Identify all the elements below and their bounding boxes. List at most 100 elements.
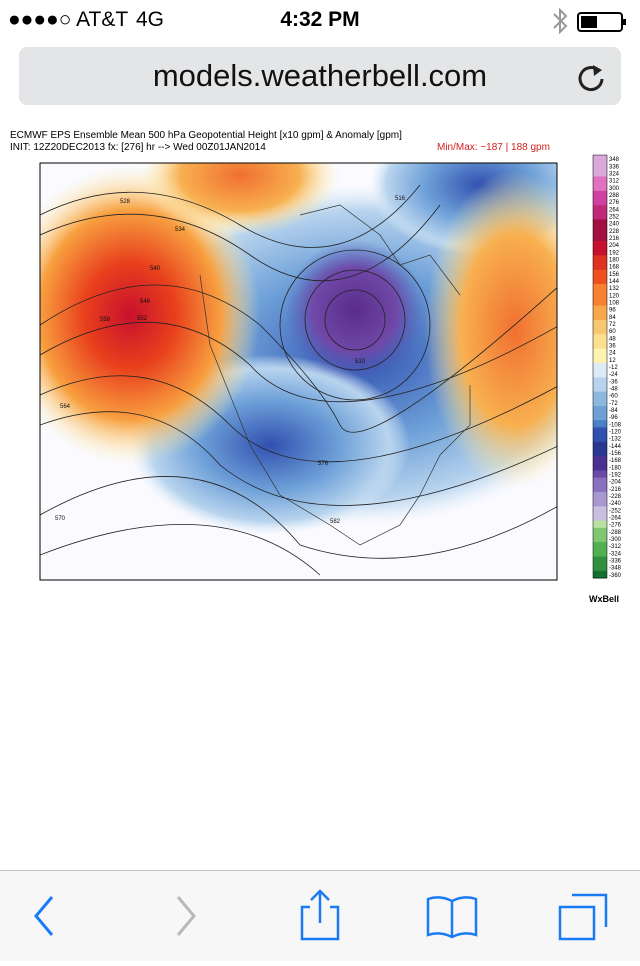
- colorbar-cell: [593, 398, 607, 407]
- colorbar-label: 72: [609, 322, 616, 328]
- colorbar-cell: [593, 441, 607, 450]
- back-button[interactable]: [34, 896, 54, 936]
- colorbar-label: 288: [609, 193, 620, 199]
- logo: WxBell: [589, 594, 619, 604]
- colorbar-label: -336: [609, 559, 622, 565]
- colorbar-label: -300: [609, 537, 622, 543]
- colorbar-cell: [593, 456, 607, 464]
- colorbar-label: 12: [609, 358, 616, 364]
- colorbar-label: -264: [609, 516, 622, 522]
- contour-label: 540: [150, 266, 161, 272]
- colorbar-cell: [593, 255, 607, 264]
- network: 4G: [136, 8, 165, 31]
- contour-label: 570: [55, 516, 66, 522]
- colorbar-label: -324: [609, 551, 622, 557]
- colorbar-cell: [593, 448, 607, 457]
- colorbar-cell: [593, 226, 607, 235]
- colorbar-label: -48: [609, 387, 618, 393]
- colorbar-cell: [593, 276, 607, 285]
- colorbar-cell: [593, 198, 607, 206]
- colorbar-label: 180: [609, 257, 620, 263]
- colorbar-cell: [593, 556, 607, 565]
- colorbar-cell: [593, 355, 607, 364]
- carrier: ●●●●○ AT&T: [8, 8, 129, 31]
- toolbar-icons: [34, 889, 608, 941]
- colorbar-label: -120: [609, 430, 622, 436]
- reload-button[interactable]: [575, 61, 607, 93]
- colorbar-cell: [593, 183, 607, 192]
- colorbar-cell: [593, 463, 607, 471]
- contour-label: 516: [395, 196, 406, 202]
- contour-label: 576: [318, 461, 329, 467]
- colorbar-label: -180: [609, 465, 622, 471]
- colorbar-label: 300: [609, 186, 620, 192]
- status-bar: ●●●●○ AT&T 4G 4:32 PM: [0, 0, 640, 40]
- colorbar-cell: [593, 269, 607, 278]
- colorbar-cell: [593, 513, 607, 522]
- map-init: INIT: 12Z20DEC2013 fx: [276] hr --> Wed …: [10, 142, 266, 153]
- map-title: ECMWF EPS Ensemble Mean 500 hPa Geopoten…: [10, 130, 402, 141]
- colorbar-label: 240: [609, 222, 620, 228]
- colorbar-cell: [593, 334, 607, 342]
- colorbar-cell: [593, 420, 607, 428]
- colorbar-cell: [593, 241, 607, 249]
- map-frame: [39, 162, 558, 581]
- bookmarks-button[interactable]: [426, 896, 478, 939]
- colorbar-label: -192: [609, 473, 622, 479]
- colorbar-label: -168: [609, 458, 622, 464]
- colorbar-cell: [593, 391, 607, 400]
- colorbar-cell: [593, 405, 607, 414]
- colorbar-label: 204: [609, 243, 620, 249]
- colorbar-label: -228: [609, 494, 622, 500]
- contour-label: 582: [330, 519, 341, 525]
- colorbar-cell: [593, 305, 607, 314]
- colorbar-frame: [592, 154, 608, 579]
- colorbar-cell: [593, 477, 607, 486]
- colorbar-cell: [593, 248, 607, 256]
- colorbar-cell: [593, 484, 607, 493]
- contour-label: 546: [140, 299, 151, 305]
- colorbar-cell: [593, 233, 607, 242]
- colorbar-label: -288: [609, 530, 622, 536]
- colorbar-label: 312: [609, 179, 620, 185]
- colorbar-label: -156: [609, 451, 622, 457]
- colorbar-cell: [593, 506, 607, 514]
- clock: 4:32 PM: [280, 8, 360, 31]
- colorbar-label: 324: [609, 171, 620, 177]
- weather-map: ECMWF EPS Ensemble Mean 500 hPa Geopoten…: [10, 130, 622, 604]
- colorbar-label: 120: [609, 293, 620, 299]
- colorbar-label: 96: [609, 308, 616, 314]
- colorbar-cell: [593, 341, 607, 350]
- contour-label: 552: [137, 316, 148, 322]
- tabs-button[interactable]: [558, 893, 608, 941]
- colorbar-label: 252: [609, 214, 620, 220]
- colorbar-label: 156: [609, 272, 620, 278]
- colorbar-cell: [593, 348, 607, 357]
- colorbar-label: -276: [609, 523, 622, 529]
- colorbar-label: -84: [609, 408, 618, 414]
- colorbar-label: 24: [609, 351, 616, 357]
- url: models.weatherbell.com: [152, 58, 488, 93]
- colorbar-cell: [593, 563, 607, 572]
- colorbar-label: 144: [609, 279, 620, 285]
- toolbar: [0, 870, 640, 961]
- colorbar-label: 348: [609, 157, 620, 163]
- colorbar-label: -204: [609, 480, 622, 486]
- share-button[interactable]: [300, 889, 340, 941]
- colorbar-cell: [593, 219, 607, 228]
- colorbar-cell: [593, 549, 607, 557]
- colorbar-label: 216: [609, 236, 620, 242]
- battery-bluetooth: [553, 8, 626, 34]
- colorbar-label: -216: [609, 487, 622, 493]
- colorbar-label: 264: [609, 207, 620, 213]
- colorbar-cell: [593, 298, 607, 307]
- contour-label: 534: [175, 227, 186, 233]
- colorbar-cell: [593, 291, 607, 299]
- colorbar-label: 36: [609, 343, 616, 349]
- address-bar[interactable]: models.weatherbell.com: [19, 47, 621, 105]
- forward-button[interactable]: [176, 896, 196, 936]
- colorbar-cell: [593, 190, 607, 199]
- contour-label: 564: [60, 404, 71, 410]
- colorbar-label: -24: [609, 372, 618, 378]
